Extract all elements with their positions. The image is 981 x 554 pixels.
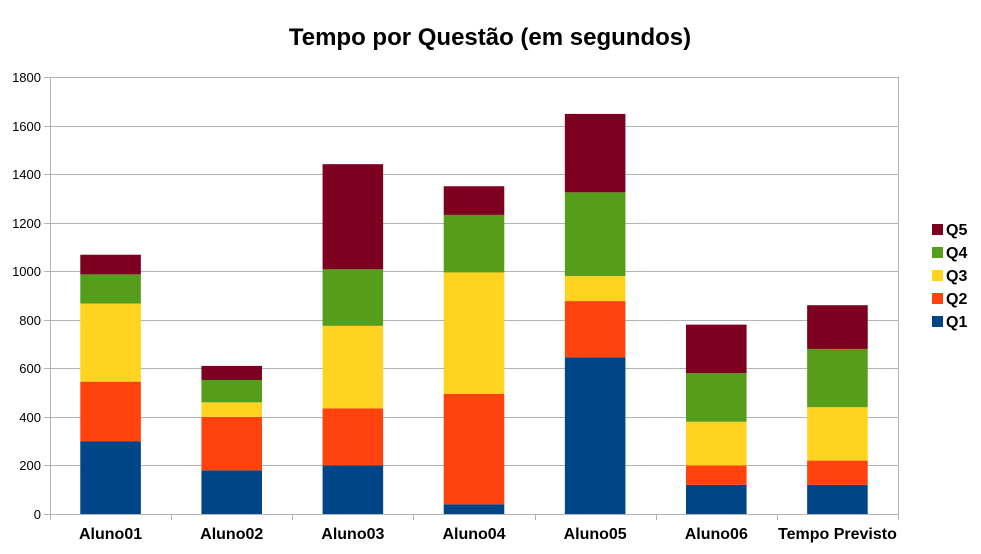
legend-swatch-q1 bbox=[932, 316, 943, 327]
ytick-label: 1800 bbox=[12, 70, 41, 85]
bar-q3-tempo-previsto bbox=[807, 407, 868, 461]
legend-label-q1: Q1 bbox=[946, 314, 967, 331]
bar-q1-aluno03 bbox=[322, 465, 384, 514]
legend-label-q5: Q5 bbox=[946, 222, 967, 239]
bar-q4-aluno01 bbox=[80, 274, 141, 304]
legend-swatch-q2 bbox=[932, 293, 943, 304]
bar-q2-aluno01 bbox=[80, 381, 141, 442]
bar-q3-aluno05 bbox=[564, 276, 626, 302]
xtick-label: Aluno02 bbox=[200, 526, 263, 543]
ytick-label: 0 bbox=[34, 507, 41, 522]
xtick-label: Aluno01 bbox=[79, 526, 142, 543]
bar-q1-aluno01 bbox=[80, 441, 141, 514]
bar-q3-aluno01 bbox=[80, 303, 141, 382]
bar-q2-aluno04 bbox=[443, 393, 505, 505]
legend-swatch-q4 bbox=[932, 247, 943, 258]
bar-q1-aluno04 bbox=[443, 504, 505, 514]
legend-label-q4: Q4 bbox=[946, 245, 967, 262]
bar-q5-aluno04 bbox=[443, 186, 505, 215]
ytick-label: 600 bbox=[19, 361, 41, 376]
legend-label-q2: Q2 bbox=[946, 291, 967, 308]
ytick-label: 400 bbox=[19, 410, 41, 425]
legend: Q5 Q4 Q3 Q2 Q1 bbox=[932, 222, 967, 331]
bar-q4-aluno03 bbox=[322, 269, 384, 326]
bar-q3-aluno04 bbox=[443, 272, 505, 394]
xtick-label: Aluno03 bbox=[321, 526, 384, 543]
ytick-label: 1400 bbox=[12, 167, 41, 182]
chart-title: Tempo por Questão (em segundos) bbox=[289, 24, 691, 51]
bar-q2-aluno03 bbox=[322, 408, 384, 466]
bar-q1-aluno02 bbox=[201, 470, 262, 514]
xtick-label: Tempo Previsto bbox=[778, 526, 897, 543]
bar-q5-aluno03 bbox=[322, 164, 384, 270]
bar-q4-aluno06 bbox=[686, 373, 747, 422]
bar-q1-aluno06 bbox=[686, 484, 747, 514]
bar-q3-aluno06 bbox=[686, 421, 747, 466]
legend-swatch-q3 bbox=[932, 270, 943, 281]
bar-q4-aluno05 bbox=[564, 192, 626, 277]
xtick-label: Aluno04 bbox=[442, 526, 505, 543]
legend-swatch-q5 bbox=[932, 224, 943, 235]
bar-q4-tempo-previsto bbox=[807, 348, 868, 408]
bar-q3-aluno02 bbox=[201, 402, 262, 417]
ytick-label: 800 bbox=[19, 313, 41, 328]
bar-q4-aluno02 bbox=[201, 379, 262, 403]
bar-q3-aluno03 bbox=[322, 325, 384, 409]
bar-q5-aluno05 bbox=[564, 113, 626, 193]
bar-q2-aluno02 bbox=[201, 416, 262, 471]
bar-q4-aluno04 bbox=[443, 214, 505, 273]
xtick-label: Aluno06 bbox=[685, 526, 748, 543]
xtick-label: Aluno05 bbox=[564, 526, 627, 543]
bar-q5-aluno02 bbox=[201, 365, 262, 380]
bar-q2-aluno06 bbox=[686, 465, 747, 485]
ytick-label: 200 bbox=[19, 458, 41, 473]
bar-q2-tempo-previsto bbox=[807, 460, 868, 485]
bar-q5-aluno06 bbox=[686, 324, 747, 374]
axis-layer: 0 200 400 600 800 1000 1200 1400 1600 1800 Aluno01… bbox=[12, 70, 899, 543]
bars-layer bbox=[80, 113, 868, 514]
ytick-label: 1000 bbox=[12, 264, 41, 279]
bar-q5-aluno01 bbox=[80, 254, 141, 275]
bar-q1-aluno05 bbox=[564, 357, 626, 514]
ytick-label: 1200 bbox=[12, 216, 41, 231]
ytick-label: 1600 bbox=[12, 119, 41, 134]
bar-q1-tempo-previsto bbox=[807, 484, 868, 514]
bar-q2-aluno05 bbox=[564, 301, 626, 358]
bar-q5-tempo-previsto bbox=[807, 305, 868, 349]
legend-label-q3: Q3 bbox=[946, 268, 967, 285]
